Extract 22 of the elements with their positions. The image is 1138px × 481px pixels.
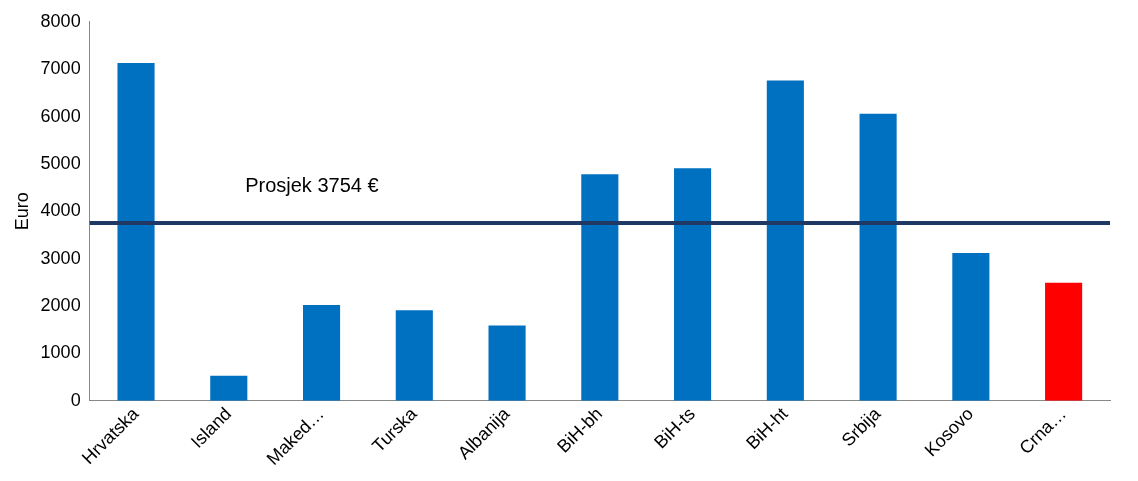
y-tick-label: 3000 <box>40 247 81 268</box>
bar <box>1045 282 1083 401</box>
bar <box>952 252 990 401</box>
y-tick-label: 2000 <box>40 295 81 316</box>
bar <box>766 80 804 401</box>
ref-line-label: Prosjek 3754 € <box>245 174 379 197</box>
bar <box>395 310 433 401</box>
bar <box>581 174 619 401</box>
y-tick-label: 8000 <box>40 10 81 31</box>
bar <box>674 168 712 401</box>
y-tick-label: 5000 <box>40 152 81 173</box>
bar <box>210 375 248 401</box>
bar <box>117 63 155 401</box>
y-tick-label: 1000 <box>40 342 81 363</box>
y-tick-label: 0 <box>70 389 81 410</box>
y-tick-label: 4000 <box>40 200 81 221</box>
y-tick-label: 6000 <box>40 105 81 126</box>
bar <box>302 305 341 401</box>
bar <box>488 325 526 401</box>
y-axis-title: Euro <box>11 192 32 231</box>
bar <box>859 113 897 401</box>
y-tick-label: 7000 <box>40 58 81 79</box>
